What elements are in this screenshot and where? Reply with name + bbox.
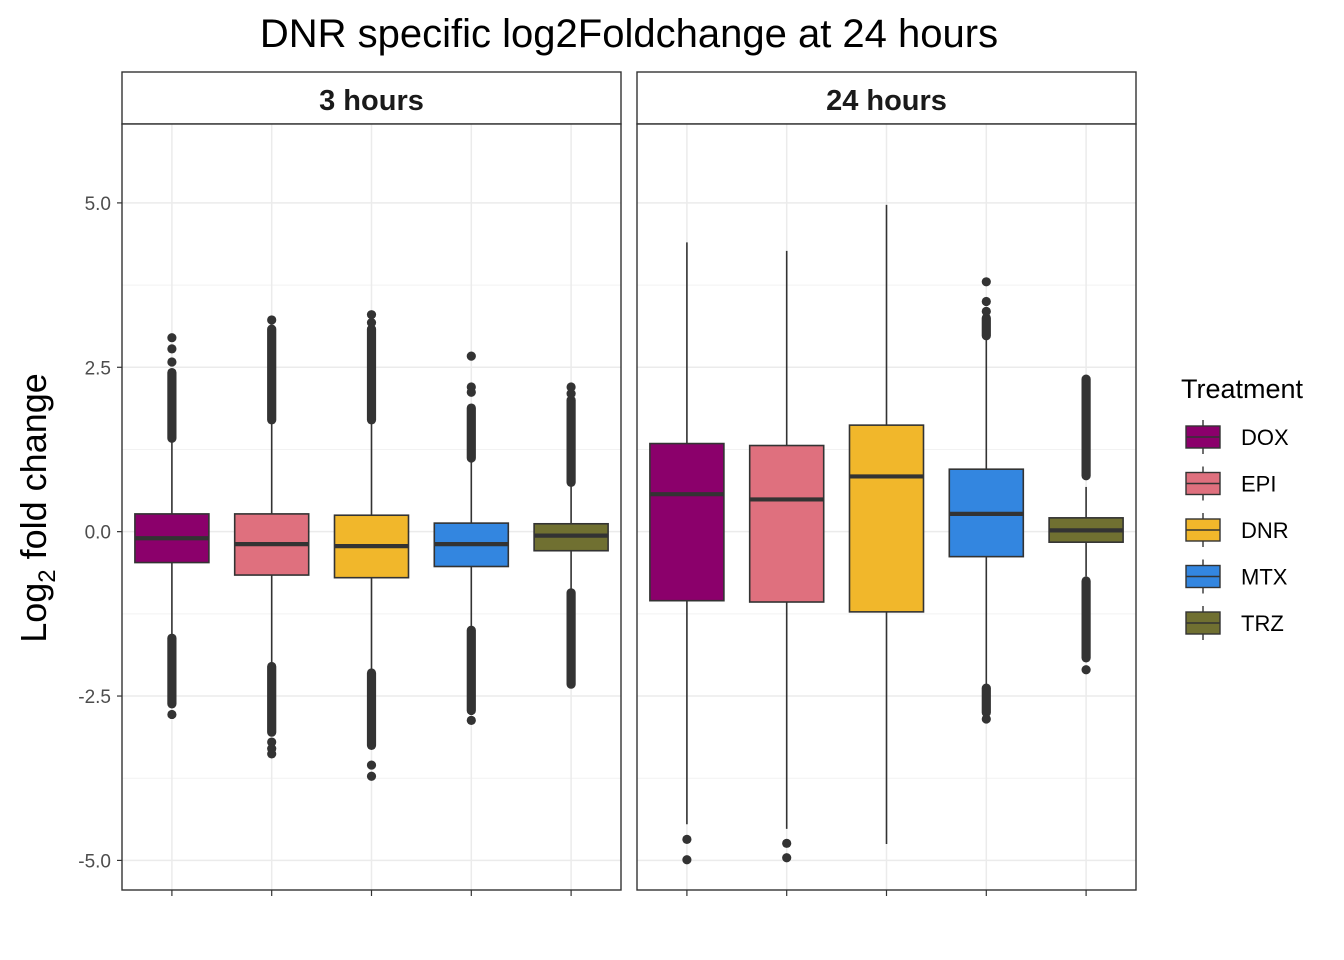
- outlier-point: [366, 771, 377, 781]
- outlier-point: [267, 315, 277, 325]
- outlier-point: [167, 709, 177, 720]
- box-iqr: [848, 424, 925, 613]
- legend-item-mtx: MTX: [1185, 559, 1288, 594]
- outlier-band-high: [366, 324, 377, 425]
- outlier-band-low: [466, 625, 476, 716]
- legend-label: EPI: [1241, 472, 1276, 497]
- facet-panel: 24 hours: [636, 71, 1137, 896]
- outlier-point: [267, 737, 277, 747]
- outlier-point: [167, 357, 177, 367]
- legend: Treatment DOX EPI DNR MTX TRZ: [1181, 374, 1304, 640]
- legend-label: TRZ: [1241, 611, 1284, 636]
- panel-border: [636, 123, 1137, 891]
- facet-strip: [636, 71, 1137, 125]
- outlier-point: [981, 306, 991, 316]
- y-tick-label: 5.0: [85, 194, 111, 215]
- outlier-point: [981, 296, 991, 307]
- outlier-point: [366, 310, 377, 320]
- legend-title: Treatment: [1181, 374, 1304, 404]
- y-tick-label: 2.5: [85, 358, 111, 379]
- chart-title: DNR specific log2Foldchange at 24 hours: [260, 12, 998, 56]
- outlier-band-low: [981, 683, 991, 718]
- outlier-point: [167, 344, 177, 354]
- outlier-point: [366, 317, 377, 328]
- outlier-point: [981, 277, 991, 287]
- box-dnr: [333, 310, 410, 896]
- outlier-point: [267, 749, 277, 759]
- outlier-band-low: [366, 668, 377, 750]
- y-axis-title: Log2 fold change: [13, 373, 61, 643]
- box-epi: [233, 315, 310, 896]
- outlier-point: [682, 855, 692, 865]
- outlier-point: [466, 351, 476, 361]
- outlier-point: [682, 834, 692, 844]
- outlier-band-high: [981, 313, 991, 341]
- outlier-band-low: [1081, 576, 1091, 663]
- outlier-band-low: [566, 588, 576, 689]
- outlier-band-high: [167, 367, 177, 443]
- y-axis-title-rest: fold change: [13, 373, 54, 569]
- outlier-band-low: [167, 633, 177, 709]
- legend-item-trz: TRZ: [1185, 606, 1284, 640]
- outlier-point: [782, 853, 792, 863]
- outlier-point: [1081, 665, 1091, 675]
- outlier-point: [466, 387, 476, 397]
- y-axis-title-main: Log: [13, 583, 54, 643]
- box-epi: [748, 250, 825, 896]
- box-iqr: [649, 442, 725, 602]
- box-dox: [649, 242, 725, 896]
- outlier-point: [167, 333, 177, 343]
- outlier-point: [566, 382, 576, 392]
- outlier-point: [566, 388, 576, 399]
- facet-strip-label: 24 hours: [826, 85, 947, 117]
- box-mtx: [433, 351, 510, 896]
- box-trz: [533, 382, 609, 896]
- facet-strip-label: 3 hours: [319, 85, 424, 117]
- outlier-band-high: [466, 403, 476, 463]
- box-dox: [134, 333, 210, 896]
- legend-label: DOX: [1241, 425, 1289, 450]
- y-axis-title-subscript: 2: [34, 569, 61, 582]
- outlier-band-high: [267, 324, 277, 425]
- outlier-point: [466, 715, 476, 725]
- outlier-point: [366, 760, 377, 770]
- outlier-point: [981, 714, 991, 724]
- panel-border: [121, 123, 622, 891]
- legend-item-dnr: DNR: [1185, 513, 1289, 547]
- legend-label: MTX: [1241, 565, 1288, 590]
- box-mtx: [948, 277, 1025, 896]
- box-dnr: [848, 204, 925, 896]
- legend-item-epi: EPI: [1185, 466, 1276, 501]
- legend-label: DNR: [1241, 518, 1289, 543]
- facet-panel: 3 hours: [121, 71, 622, 896]
- facet-strip: [121, 71, 622, 125]
- facet-panels: 3 hours 24 hours: [121, 71, 1137, 896]
- box-iqr: [748, 444, 825, 603]
- y-axis-ticks: 5.0 2.5 0.0 -2.5 -5.0: [78, 194, 122, 872]
- legend-item-dox: DOX: [1185, 420, 1289, 454]
- box-trz: [1048, 374, 1124, 896]
- outlier-point: [782, 838, 792, 848]
- y-tick-label: -2.5: [78, 687, 111, 708]
- outlier-band-high: [1081, 374, 1091, 481]
- outlier-band-high: [566, 395, 576, 487]
- y-tick-label: 0.0: [85, 523, 111, 544]
- y-tick-label: -5.0: [78, 851, 111, 872]
- svg-text:Log2 fold change: Log2 fold change: [13, 373, 61, 643]
- outlier-band-low: [267, 661, 277, 737]
